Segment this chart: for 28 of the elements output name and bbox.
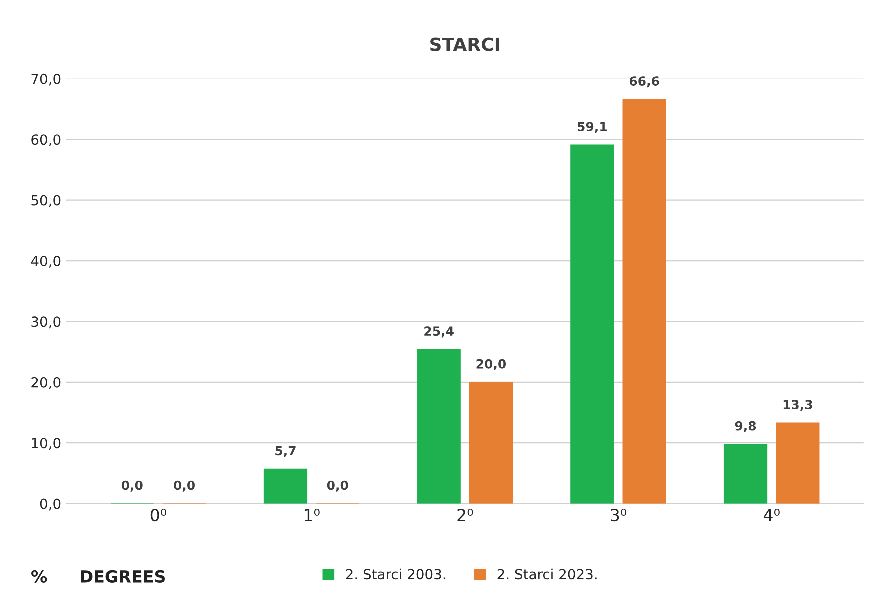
data-label: 0,0	[122, 480, 143, 492]
data-label: 59,1	[578, 122, 607, 134]
legend-label: 2. Starci 2003.	[346, 568, 446, 580]
data-label: 13,3	[784, 400, 812, 412]
x-tick-label: 0⁰	[150, 508, 167, 522]
data-label: 25,4	[424, 326, 454, 338]
data-label: 66,6	[630, 76, 660, 88]
y-tick-label: 0,0	[40, 498, 61, 511]
y-tick-label: 30,0	[32, 316, 61, 329]
y-tick-label: 70,0	[32, 74, 61, 86]
y-tick-label: 50,0	[32, 195, 61, 208]
data-label: 0,0	[327, 480, 348, 492]
y-tick-label: 40,0	[31, 256, 61, 268]
data-label: 9,8	[735, 421, 756, 432]
y-tick-label: 10,0	[32, 438, 61, 450]
x-tick-label: 1⁰	[304, 508, 320, 522]
legend-label: 2. Starci 2023.	[498, 568, 597, 580]
y-tick-label: 60,0	[32, 134, 61, 146]
x-tick-label: 2⁰	[458, 508, 474, 522]
chart-title: STARCI	[430, 38, 500, 52]
y-tick-label: 20,0	[32, 377, 61, 390]
data-label: 0,0	[174, 480, 195, 492]
x-tick-label: 3⁰	[611, 508, 627, 522]
x-tick-label: 4⁰	[764, 508, 780, 522]
data-label: 5,7	[276, 446, 296, 458]
x-axis-title: DEGREES	[81, 570, 166, 583]
y-axis-title: %	[32, 570, 48, 583]
data-label: 20,0	[476, 359, 506, 370]
